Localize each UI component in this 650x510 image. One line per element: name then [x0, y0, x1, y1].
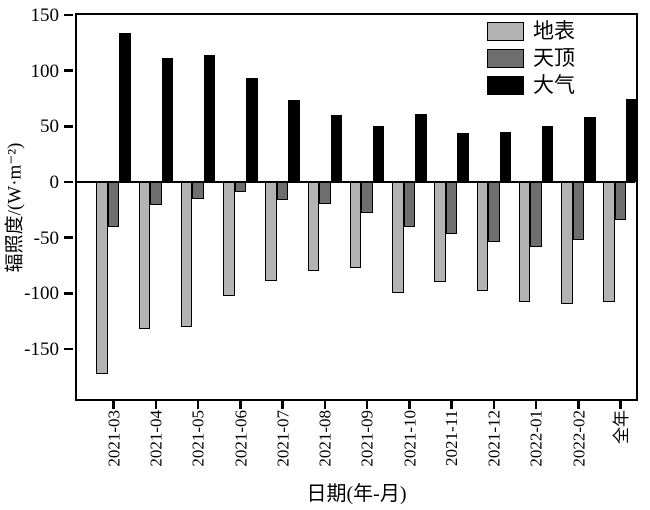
bar-atmosphere-全年 [626, 98, 638, 182]
y-tick-label: -50 [33, 227, 59, 249]
legend: 地表 天顶 大气 [487, 20, 575, 101]
legend-swatch-atmosphere [487, 75, 524, 95]
bar-surface-2021-05 [180, 182, 193, 327]
bar-zenith-2022-01 [530, 182, 542, 247]
x-tick [365, 400, 369, 409]
bar-surface-2021-03 [96, 182, 108, 374]
bar-atmosphere-2021-09 [372, 126, 385, 182]
y-tick-label: 50 [40, 116, 59, 138]
bar-zenith-2021-08 [319, 182, 331, 205]
bar-atmosphere-2021-05 [203, 55, 216, 182]
y-tick [64, 236, 73, 239]
bar-surface-全年 [603, 182, 615, 303]
bar-surface-2021-08 [307, 182, 319, 272]
x-tick-label: 2021-07 [273, 410, 293, 467]
x-tick-label: 2021-09 [358, 410, 377, 467]
x-axis-title: 日期(年-月) [306, 483, 407, 505]
bar-atmosphere-2021-04 [161, 58, 173, 182]
bar-surface-2021-09 [349, 182, 362, 268]
y-tick [64, 69, 73, 72]
legend-item-zenith: 天顶 [487, 47, 575, 69]
bar-zenith-2021-03 [107, 182, 120, 227]
bar-surface-2021-10 [392, 182, 404, 294]
legend-label-surface: 地表 [533, 19, 575, 43]
x-tick-label: 全年 [611, 410, 631, 444]
x-tick [534, 400, 538, 409]
plot-inner [64, 13, 638, 409]
y-tick [64, 13, 73, 17]
x-tick [112, 400, 115, 409]
x-tick [619, 400, 622, 409]
x-tick-label: 2021-08 [315, 410, 335, 467]
bar-atmosphere-2021-08 [330, 115, 342, 182]
legend-label-atmosphere: 大气 [533, 73, 575, 97]
bar-atmosphere-2022-02 [584, 117, 596, 182]
bar-surface-2021-04 [138, 182, 150, 329]
bar-zenith-2021-09 [361, 182, 373, 214]
x-tick-label: 2021-11 [442, 410, 462, 467]
y-tick [64, 125, 73, 128]
bar-zenith-2021-07 [276, 182, 289, 200]
x-tick [154, 400, 157, 409]
y-tick-labels: 150 100 50 0 -50 -100 -150 [0, 5, 60, 399]
x-tick-label: 2021-04 [146, 410, 166, 467]
bar-surface-2022-01 [518, 182, 531, 303]
legend-item-atmosphere: 大气 [487, 74, 575, 96]
bar-zenith-2021-04 [150, 182, 162, 206]
bar-atmosphere-2022-01 [541, 126, 554, 182]
bar-atmosphere-2021-07 [288, 99, 300, 182]
y-tick-label: -150 [24, 339, 59, 360]
bar-atmosphere-2021-11 [457, 133, 469, 182]
bar-zenith-2021-06 [234, 182, 246, 193]
bar-zenith-全年 [614, 182, 627, 220]
bar-zenith-2021-11 [445, 182, 458, 235]
bar-atmosphere-2021-03 [119, 32, 131, 182]
legend-item-surface: 地表 [487, 20, 575, 42]
bar-atmosphere-2021-06 [246, 78, 258, 182]
bar-zenith-2021-05 [192, 182, 204, 199]
x-tick [239, 400, 242, 409]
y-tick [64, 347, 73, 351]
bar-surface-2021-11 [434, 182, 446, 283]
bar-zenith-2021-10 [403, 182, 415, 227]
plot-area [64, 13, 638, 409]
bar-surface-2022-02 [561, 182, 573, 305]
legend-label-zenith: 天顶 [533, 46, 575, 70]
x-tick [492, 400, 495, 409]
zero-baseline [77, 181, 635, 183]
y-tick-label: 100 [30, 60, 60, 82]
y-tick-label: -100 [24, 283, 59, 305]
x-tick-label: 2022-02 [569, 410, 589, 467]
bar-atmosphere-2021-10 [415, 114, 427, 182]
x-tick [323, 400, 326, 409]
x-tick [281, 400, 284, 409]
bar-zenith-2022-02 [572, 182, 584, 240]
x-tick-label: 2021-05 [189, 410, 208, 467]
y-tick [64, 292, 73, 295]
y-tick-label: 150 [30, 5, 60, 26]
x-tick [408, 400, 411, 409]
y-tick [64, 180, 73, 184]
y-tick-label: 0 [49, 172, 60, 193]
x-tick [577, 400, 580, 409]
bar-atmosphere-2021-12 [499, 131, 511, 182]
bar-surface-2021-06 [223, 182, 235, 296]
bar-surface-2021-07 [265, 182, 277, 282]
x-tick-label: 2021-12 [484, 410, 504, 467]
x-tick-label: 2021-03 [104, 410, 124, 467]
x-tick-labels: 2021-03 2021-04 2021-05 2021-06 2021-07 2021-… [78, 403, 636, 481]
x-tick-label: 2021-10 [400, 410, 420, 467]
x-tick-label: 2021-06 [231, 410, 251, 467]
x-tick [196, 400, 200, 409]
bar-zenith-2021-12 [488, 182, 500, 243]
x-tick [450, 400, 453, 409]
legend-swatch-surface [487, 21, 524, 41]
legend-swatch-zenith [487, 48, 524, 68]
bar-surface-2021-12 [476, 182, 488, 292]
x-tick-label: 2022-01 [527, 410, 546, 467]
